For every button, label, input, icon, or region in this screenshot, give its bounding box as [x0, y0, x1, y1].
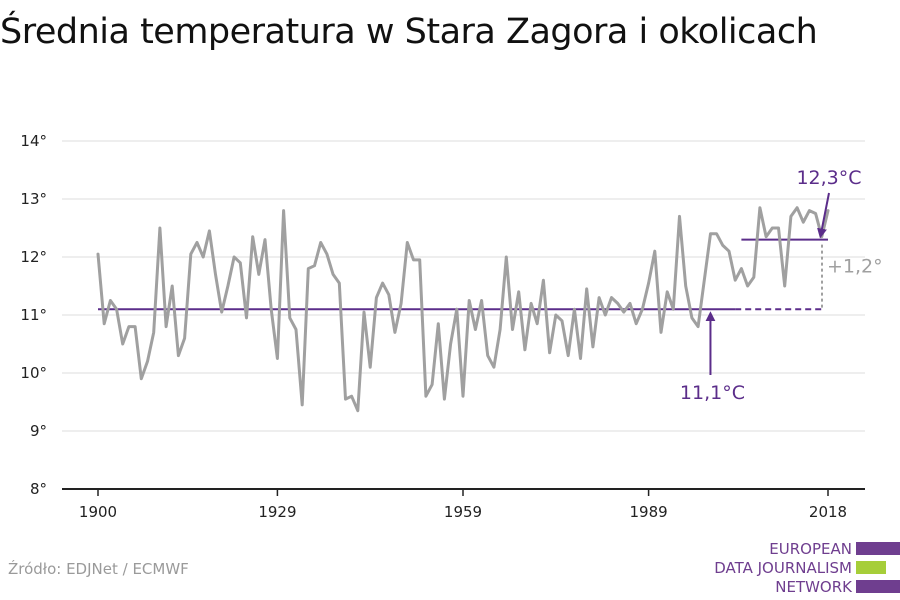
x-tick-label: 1929 [258, 503, 296, 521]
x-tick-label: 1959 [444, 503, 482, 521]
annotations: +1,2° 12,3°C 11,1°C [680, 167, 883, 404]
recent-mean-label: 12,3°C [796, 167, 861, 189]
series-line-0 [96, 206, 830, 413]
x-tick-label: 1900 [79, 503, 117, 521]
y-tick-label: 14° [20, 132, 47, 150]
reference-mean-label: 11,1°C [680, 382, 745, 404]
source-note: Źródło: EDJNet / ECMWF [8, 560, 189, 578]
logo-line-2: DATA JOURNALISM [714, 559, 852, 577]
y-tick-label: 8° [30, 480, 47, 498]
temperature-chart: 8° 9° 10° 11° 12° 13° 14° 1900 1929 1959 1989 2018… [20, 132, 883, 521]
edjnet-logo: EUROPEAN DATA JOURNALISM NETWORK [700, 539, 900, 597]
recent-mean-arrow [817, 192, 830, 239]
series-lines [96, 206, 830, 413]
y-tick-label: 11° [20, 306, 47, 324]
logo-bar-green [856, 561, 886, 574]
difference-label: +1,2° [827, 255, 883, 277]
y-tick-label: 13° [20, 190, 47, 208]
y-tick-label: 9° [30, 422, 47, 440]
y-tick-label: 12° [20, 248, 47, 266]
x-axis: 1900 1929 1959 1989 2018 [62, 488, 865, 521]
logo-line-1: EUROPEAN [769, 540, 852, 558]
x-tick-label: 1989 [629, 503, 667, 521]
logo-bar-purple-bottom [856, 580, 900, 593]
logo-bar-purple-top [856, 542, 900, 555]
logo-line-3: NETWORK [775, 578, 852, 596]
chart-title: Średnia temperatura w Stara Zagora i oko… [0, 12, 818, 52]
y-axis-tick-labels: 8° 9° 10° 11° 12° 13° 14° [20, 132, 47, 498]
y-tick-label: 10° [20, 364, 47, 382]
x-tick-label: 2018 [809, 503, 847, 521]
